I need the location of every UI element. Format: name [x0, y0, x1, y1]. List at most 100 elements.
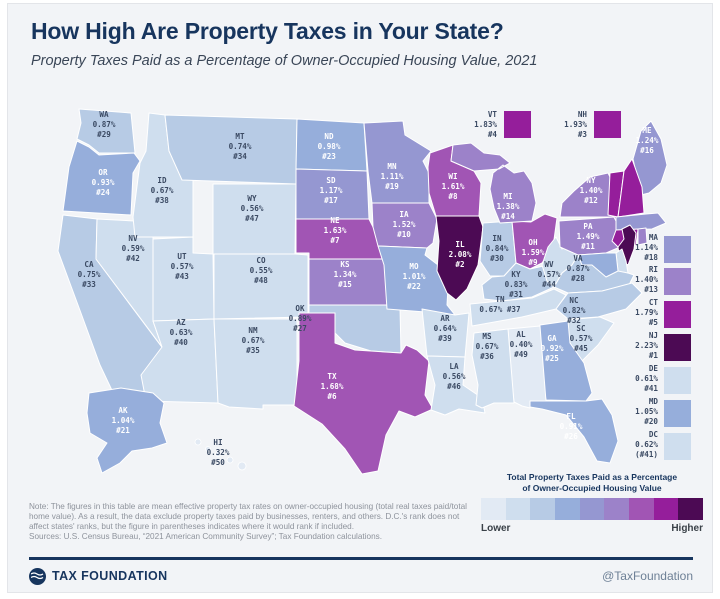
state-label-KY: KY 0.83% #31 [505, 270, 528, 299]
state-shape-MN [363, 120, 432, 204]
footer-divider [29, 557, 693, 560]
state-label-WV: WV 0.57% #44 [538, 260, 561, 289]
callout-label-NJ: NJ 2.23% #1 [635, 331, 658, 360]
callout-label-NH: NH 1.93% #3 [564, 110, 587, 139]
tax-foundation-logo-icon [29, 567, 46, 585]
callout-label-VT: VT 1.83% #4 [474, 110, 497, 139]
callout-label-CT: CT 1.79% #5 [635, 298, 658, 327]
state-shape-WA [76, 108, 136, 154]
state-shape-TX [293, 312, 434, 475]
brand-name: TAX FOUNDATION [52, 569, 168, 583]
state-label-FL: FL 0.91% #26 [560, 412, 583, 441]
callout-label-DE: DE 0.61% #41 [635, 364, 658, 393]
state-shape-LA [426, 355, 486, 416]
callout-swatch-MD [664, 400, 691, 427]
state-shape-NM [213, 318, 298, 410]
sources-text: Sources: U.S. Census Bureau, “2021 Ameri… [29, 532, 382, 541]
state-label-IN: IN 0.84% #30 [486, 234, 509, 263]
state-label-AZ: AZ 0.63% #40 [170, 318, 193, 347]
callout-label-MD: MD 1.05% #20 [635, 397, 658, 426]
callout-swatch-DE [664, 367, 691, 394]
state-shape-AK [86, 387, 168, 474]
state-shape-IL [435, 215, 484, 301]
callout-swatch-MA [664, 236, 691, 263]
legend-swatch-0 [481, 498, 506, 520]
brand: TAX FOUNDATION [29, 567, 168, 585]
legend-title: Total Property Taxes Paid as a Percentag… [506, 472, 678, 493]
state-label-MS: MS 0.67% #36 [476, 332, 499, 361]
state-label-GA: GA 0.92% #25 [541, 334, 564, 363]
state-label-HI: HI 0.32% #50 [207, 438, 230, 467]
state-shape-MS [471, 328, 515, 409]
state-label-NY: NY 1.40% #12 [580, 176, 603, 205]
callout-swatch-NJ [664, 334, 691, 361]
state-shape-MD [577, 252, 619, 278]
state-label-UT: UT 0.57% #43 [171, 252, 194, 281]
state-label-NE: NE 1.63% #7 [324, 216, 347, 245]
state-label-MO: MO 1.01% #22 [403, 262, 426, 291]
state-label-IA: IA 1.52% #10 [393, 210, 416, 239]
legend-swatch-3 [555, 498, 580, 520]
note-block: Note: The figures in this table are mean… [29, 502, 481, 542]
state-shape-HI-3 [226, 456, 234, 464]
state-shape-HI-4 [237, 461, 247, 471]
callout-label-RI: RI 1.40% #13 [635, 265, 658, 294]
legend-swatch-5 [604, 498, 630, 520]
legend-swatch-8 [678, 498, 704, 520]
legend-color-ramp [481, 498, 704, 520]
state-label-CO: CO 0.55% #48 [250, 256, 273, 285]
state-label-IL: IL 2.08% #2 [449, 240, 472, 269]
legend-swatch-2 [530, 498, 556, 520]
note-text: Note: The figures in this table are mean… [29, 502, 467, 531]
callout-swatch-DC [664, 433, 691, 460]
state-label-OK: OK 0.89% #27 [289, 304, 312, 333]
map-legend: Total Property Taxes Paid as a Percentag… [481, 472, 704, 534]
state-shape-HI-2 [215, 451, 221, 457]
state-label-SC: SC 0.57% #45 [570, 324, 593, 353]
legend-lower-label: Lower [481, 523, 511, 534]
state-shape-MI [450, 142, 537, 224]
state-label-ND: ND 0.98% #23 [318, 132, 341, 161]
legend-swatch-6 [629, 498, 654, 520]
state-label-MT: MT 0.74% #34 [229, 132, 252, 161]
state-shape-HI-0 [194, 438, 202, 446]
state-label-KS: KS 1.34% #15 [334, 260, 357, 289]
state-label-MN: MN 1.11% #19 [381, 162, 404, 191]
state-shape-MO [377, 245, 456, 316]
state-shape-MT [164, 114, 298, 185]
state-label-AK: AK 1.04% #21 [112, 406, 135, 435]
state-label-NM: NM 0.67% #35 [242, 326, 265, 355]
footer: TAX FOUNDATION @TaxFoundation [29, 564, 693, 588]
state-label-NC: NC 0.82% #32 [563, 296, 586, 325]
legend-swatch-1 [505, 498, 531, 520]
callout-label-MA: MA 1.14% #18 [635, 233, 658, 262]
state-label-TN: TN 0.67% #37 [479, 295, 520, 314]
state-shape-FL [529, 398, 619, 464]
page-subtitle: Property Taxes Paid as a Percentage of O… [31, 53, 538, 69]
state-label-MI: MI 1.38% #14 [497, 192, 520, 221]
legend-swatch-4 [579, 498, 605, 520]
page-title: How High Are Property Taxes in Your Stat… [31, 18, 504, 44]
callout-swatch-NH [594, 111, 621, 138]
state-label-PA: PA 1.49% #11 [577, 222, 600, 251]
callout-swatch-RI [664, 268, 691, 295]
state-label-CA: CA 0.75% #33 [78, 260, 101, 289]
callout-swatch-CT [664, 301, 691, 328]
legend-scale-labels: Lower Higher [481, 523, 703, 534]
state-label-OH: OH 1.59% #9 [522, 238, 545, 267]
state-label-VA: VA 0.87% #28 [567, 254, 590, 283]
infographic-card: How High Are Property Taxes in Your Stat… [7, 3, 713, 593]
state-shape-ME [632, 120, 668, 196]
state-label-ID: ID 0.67% #38 [151, 176, 174, 205]
legend-higher-label: Higher [671, 523, 703, 534]
legend-swatch-7 [653, 498, 679, 520]
state-shape-NH [617, 158, 645, 218]
callout-swatch-VT [504, 111, 531, 138]
state-shape-AR [421, 308, 470, 358]
state-label-AL: AL 0.40% #49 [510, 330, 533, 359]
state-shape-CO [213, 253, 309, 320]
state-label-OR: OR 0.93% #24 [92, 168, 115, 197]
callout-label-DC: DC 0.62% (#41) [635, 430, 658, 459]
state-label-WA: WA 0.87% #29 [93, 110, 116, 139]
